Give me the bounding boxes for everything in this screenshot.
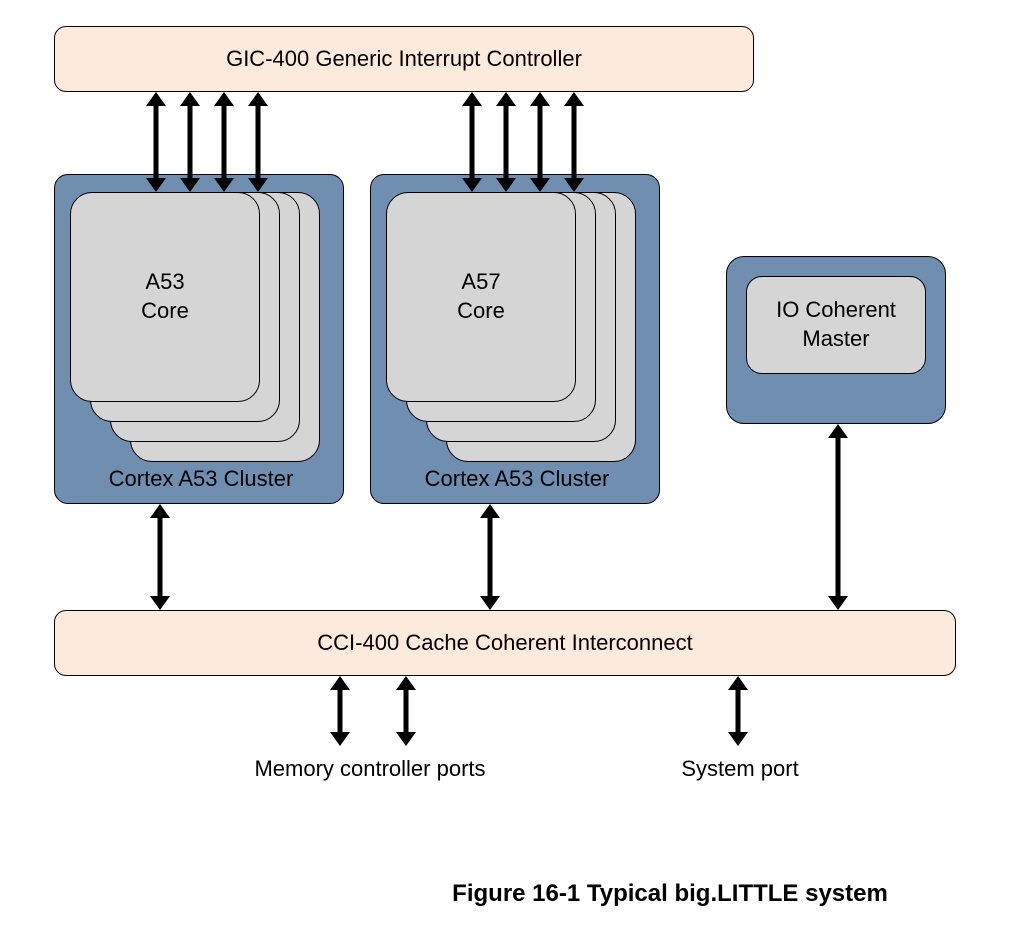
figure-caption: Figure 16-1 Typical big.LITTLE system [320,880,1020,908]
a53-core-0: A53Core [70,192,260,402]
io-master-label-2: Master [802,325,869,354]
a53-cluster-label: Cortex A53 Cluster [68,466,334,492]
cci-box: CCI-400 Cache Coherent Interconnect [54,610,956,676]
a57-core-label-2: Core [457,297,505,326]
system-port-label: System port [640,756,840,782]
memory-ports-label: Memory controller ports [200,756,540,782]
gic-box: GIC-400 Generic Interrupt Controller [54,26,754,92]
a53-core-label-1: A53 [145,268,184,297]
io-master-label-1: IO Coherent [776,296,896,325]
a57-core-label-1: A57 [461,268,500,297]
a53-core-label-2: Core [141,297,189,326]
a57-cluster-label: Cortex A53 Cluster [384,466,650,492]
a57-core-0: A57Core [386,192,576,402]
io-master-inner: IO CoherentMaster [746,276,926,374]
